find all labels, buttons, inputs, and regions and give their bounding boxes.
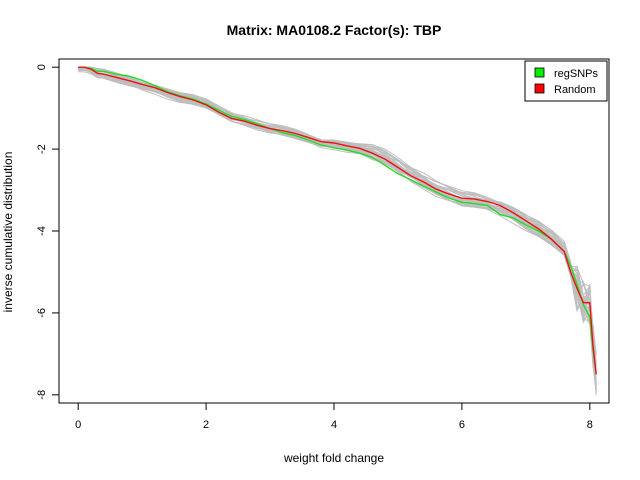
- legend: regSNPs Random: [524, 60, 608, 102]
- chart-title: Matrix: MA0108.2 Factor(s): TBP: [227, 22, 442, 38]
- background-run-line: [78, 66, 597, 391]
- legend-label-random: Random: [554, 84, 596, 96]
- background-run-line: [78, 66, 597, 391]
- x-tick-label: 8: [587, 419, 593, 431]
- legend-label-regsnps: regSNPs: [554, 68, 599, 80]
- y-axis-label: inverse cumulative distribution: [1, 152, 15, 313]
- background-run-line: [78, 66, 597, 385]
- background-run-line: [78, 66, 597, 390]
- legend-swatch-regsnps: [534, 67, 545, 78]
- background-run-line: [78, 71, 597, 394]
- y-tick-label: -6: [36, 308, 48, 318]
- legend-swatch-random: [534, 83, 545, 94]
- background-run-line: [78, 67, 597, 393]
- random-background-runs: [78, 66, 597, 396]
- series-line-regsnps: [78, 66, 597, 375]
- background-run-line: [78, 66, 597, 380]
- x-tick-label: 6: [459, 419, 465, 431]
- axes: 0 2 4 6 8 0 -2 -4 -6 -8: [36, 58, 610, 431]
- series-line-random: [78, 66, 597, 375]
- background-run-line: [78, 66, 597, 396]
- x-tick-label: 4: [331, 419, 337, 431]
- y-tick-label: -8: [36, 390, 48, 400]
- background-run-line: [78, 66, 597, 360]
- x-tick-label: 2: [203, 419, 209, 431]
- y-tick-label: -4: [36, 226, 48, 236]
- background-run-line: [78, 69, 597, 387]
- y-tick-label: -2: [36, 144, 48, 154]
- x-tick-label: 0: [75, 419, 81, 431]
- series-lines: [78, 66, 597, 375]
- background-run-line: [78, 68, 597, 390]
- x-axis-label: weight fold change: [283, 451, 384, 465]
- background-run-line: [78, 67, 597, 384]
- background-run-line: [78, 69, 597, 392]
- y-tick-label: 0: [36, 64, 48, 70]
